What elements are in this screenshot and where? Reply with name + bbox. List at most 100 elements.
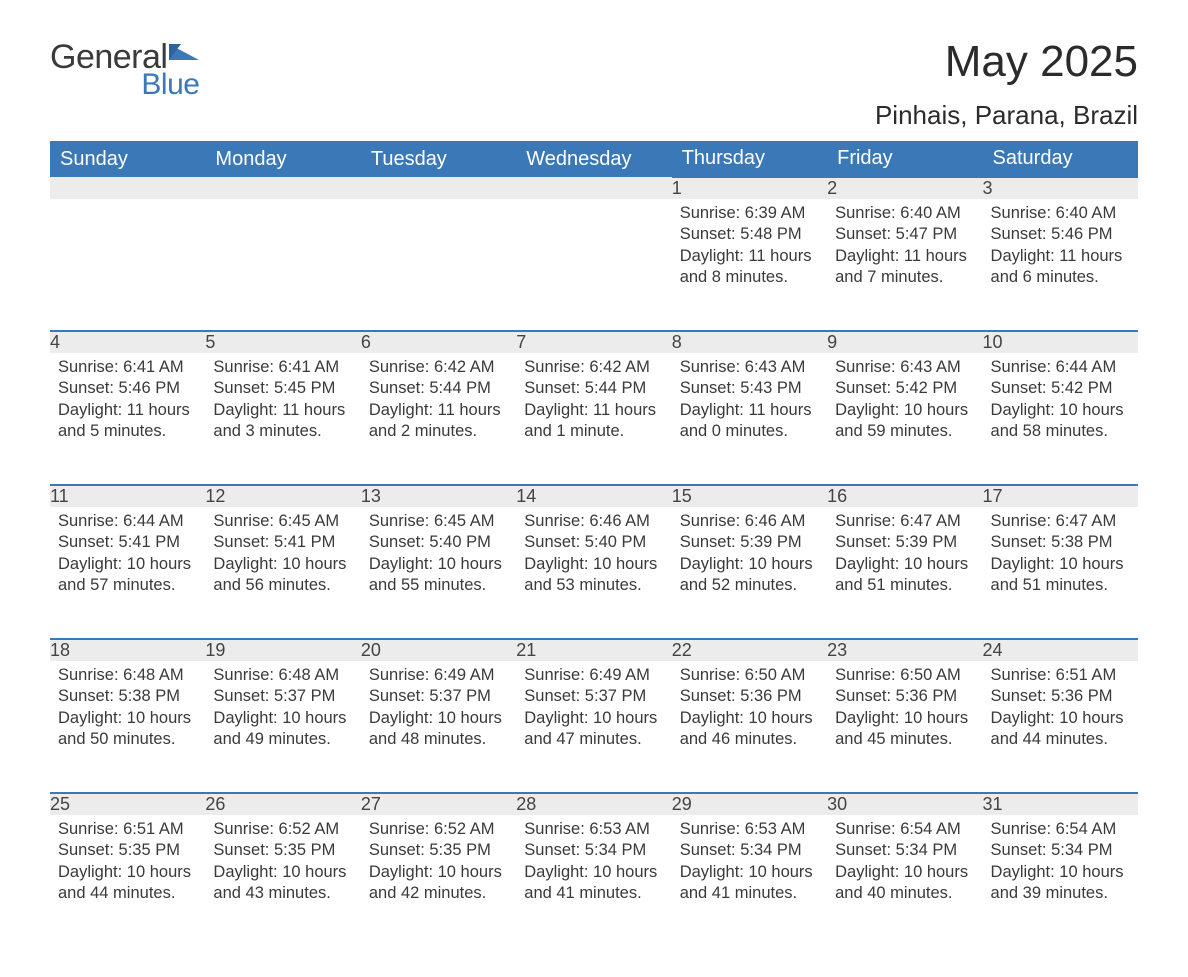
day-content: Sunrise: 6:54 AMSunset: 5:34 PMDaylight:… xyxy=(983,815,1138,913)
day-cell: Sunrise: 6:45 AMSunset: 5:40 PMDaylight:… xyxy=(361,507,516,639)
day-cell: Sunrise: 6:53 AMSunset: 5:34 PMDaylight:… xyxy=(672,815,827,947)
day-number: 19 xyxy=(205,639,360,661)
day-cell: Sunrise: 6:49 AMSunset: 5:37 PMDaylight:… xyxy=(516,661,671,793)
day-cell: Sunrise: 6:44 AMSunset: 5:41 PMDaylight:… xyxy=(50,507,205,639)
empty-cell xyxy=(50,177,205,199)
day-content: Sunrise: 6:50 AMSunset: 5:36 PMDaylight:… xyxy=(672,661,827,759)
day-number: 30 xyxy=(827,793,982,815)
day-number: 13 xyxy=(361,485,516,507)
day-content: Sunrise: 6:51 AMSunset: 5:35 PMDaylight:… xyxy=(50,815,205,913)
day-cell: Sunrise: 6:47 AMSunset: 5:39 PMDaylight:… xyxy=(827,507,982,639)
empty-cell xyxy=(361,199,516,331)
day-cell: Sunrise: 6:45 AMSunset: 5:41 PMDaylight:… xyxy=(205,507,360,639)
day-content: Sunrise: 6:40 AMSunset: 5:46 PMDaylight:… xyxy=(983,199,1138,297)
day-cell: Sunrise: 6:51 AMSunset: 5:36 PMDaylight:… xyxy=(983,661,1138,793)
day-cell: Sunrise: 6:40 AMSunset: 5:46 PMDaylight:… xyxy=(983,199,1138,331)
day-content-row: Sunrise: 6:48 AMSunset: 5:38 PMDaylight:… xyxy=(50,661,1138,793)
day-content: Sunrise: 6:50 AMSunset: 5:36 PMDaylight:… xyxy=(827,661,982,759)
day-content: Sunrise: 6:52 AMSunset: 5:35 PMDaylight:… xyxy=(361,815,516,913)
day-cell: Sunrise: 6:42 AMSunset: 5:44 PMDaylight:… xyxy=(361,353,516,485)
day-number-row: 25262728293031 xyxy=(50,793,1138,815)
day-number: 9 xyxy=(827,331,982,353)
day-number-row: 123 xyxy=(50,177,1138,199)
day-number: 16 xyxy=(827,485,982,507)
day-number: 5 xyxy=(205,331,360,353)
day-number: 22 xyxy=(672,639,827,661)
title-block: May 2025 Pinhais, Parana, Brazil xyxy=(875,40,1138,131)
day-cell: Sunrise: 6:48 AMSunset: 5:37 PMDaylight:… xyxy=(205,661,360,793)
day-content: Sunrise: 6:54 AMSunset: 5:34 PMDaylight:… xyxy=(827,815,982,913)
day-number: 7 xyxy=(516,331,671,353)
weekday-header: Tuesday xyxy=(361,141,516,177)
empty-cell xyxy=(205,199,360,331)
day-content: Sunrise: 6:46 AMSunset: 5:39 PMDaylight:… xyxy=(672,507,827,605)
day-content: Sunrise: 6:49 AMSunset: 5:37 PMDaylight:… xyxy=(516,661,671,759)
day-cell: Sunrise: 6:49 AMSunset: 5:37 PMDaylight:… xyxy=(361,661,516,793)
day-number: 18 xyxy=(50,639,205,661)
header: General Blue May 2025 Pinhais, Parana, B… xyxy=(50,40,1138,131)
day-number: 21 xyxy=(516,639,671,661)
day-content: Sunrise: 6:41 AMSunset: 5:45 PMDaylight:… xyxy=(205,353,360,451)
day-content: Sunrise: 6:40 AMSunset: 5:47 PMDaylight:… xyxy=(827,199,982,297)
calendar-head: Sunday Monday Tuesday Wednesday Thursday… xyxy=(50,141,1138,177)
day-cell: Sunrise: 6:50 AMSunset: 5:36 PMDaylight:… xyxy=(827,661,982,793)
weekday-header: Sunday xyxy=(50,141,205,177)
day-content: Sunrise: 6:39 AMSunset: 5:48 PMDaylight:… xyxy=(672,199,827,297)
day-number: 15 xyxy=(672,485,827,507)
day-number: 20 xyxy=(361,639,516,661)
day-cell: Sunrise: 6:54 AMSunset: 5:34 PMDaylight:… xyxy=(983,815,1138,947)
brand-logo: General Blue xyxy=(50,40,199,100)
day-number: 14 xyxy=(516,485,671,507)
weekday-header: Friday xyxy=(827,141,982,177)
day-content: Sunrise: 6:41 AMSunset: 5:46 PMDaylight:… xyxy=(50,353,205,451)
day-content: Sunrise: 6:45 AMSunset: 5:40 PMDaylight:… xyxy=(361,507,516,605)
day-number: 1 xyxy=(672,177,827,199)
weekday-header: Saturday xyxy=(983,141,1138,177)
day-number-row: 11121314151617 xyxy=(50,485,1138,507)
day-number: 29 xyxy=(672,793,827,815)
day-cell: Sunrise: 6:46 AMSunset: 5:39 PMDaylight:… xyxy=(672,507,827,639)
month-title: May 2025 xyxy=(875,40,1138,84)
day-cell: Sunrise: 6:41 AMSunset: 5:46 PMDaylight:… xyxy=(50,353,205,485)
day-cell: Sunrise: 6:42 AMSunset: 5:44 PMDaylight:… xyxy=(516,353,671,485)
day-content: Sunrise: 6:44 AMSunset: 5:42 PMDaylight:… xyxy=(983,353,1138,451)
day-cell: Sunrise: 6:43 AMSunset: 5:42 PMDaylight:… xyxy=(827,353,982,485)
day-number: 27 xyxy=(361,793,516,815)
day-cell: Sunrise: 6:44 AMSunset: 5:42 PMDaylight:… xyxy=(983,353,1138,485)
day-content: Sunrise: 6:47 AMSunset: 5:39 PMDaylight:… xyxy=(827,507,982,605)
weekday-row: Sunday Monday Tuesday Wednesday Thursday… xyxy=(50,141,1138,177)
day-number-row: 18192021222324 xyxy=(50,639,1138,661)
day-number: 23 xyxy=(827,639,982,661)
day-cell: Sunrise: 6:52 AMSunset: 5:35 PMDaylight:… xyxy=(205,815,360,947)
day-content: Sunrise: 6:48 AMSunset: 5:38 PMDaylight:… xyxy=(50,661,205,759)
day-number: 3 xyxy=(983,177,1138,199)
day-content: Sunrise: 6:53 AMSunset: 5:34 PMDaylight:… xyxy=(672,815,827,913)
day-number: 10 xyxy=(983,331,1138,353)
page: General Blue May 2025 Pinhais, Parana, B… xyxy=(0,0,1188,977)
day-number: 6 xyxy=(361,331,516,353)
day-content-row: Sunrise: 6:51 AMSunset: 5:35 PMDaylight:… xyxy=(50,815,1138,947)
day-content-row: Sunrise: 6:41 AMSunset: 5:46 PMDaylight:… xyxy=(50,353,1138,485)
day-cell: Sunrise: 6:41 AMSunset: 5:45 PMDaylight:… xyxy=(205,353,360,485)
day-content-row: Sunrise: 6:39 AMSunset: 5:48 PMDaylight:… xyxy=(50,199,1138,331)
day-content: Sunrise: 6:43 AMSunset: 5:43 PMDaylight:… xyxy=(672,353,827,451)
day-cell: Sunrise: 6:47 AMSunset: 5:38 PMDaylight:… xyxy=(983,507,1138,639)
day-content: Sunrise: 6:51 AMSunset: 5:36 PMDaylight:… xyxy=(983,661,1138,759)
day-content: Sunrise: 6:48 AMSunset: 5:37 PMDaylight:… xyxy=(205,661,360,759)
calendar-body: 123Sunrise: 6:39 AMSunset: 5:48 PMDaylig… xyxy=(50,177,1138,947)
empty-cell xyxy=(205,177,360,199)
day-number: 24 xyxy=(983,639,1138,661)
day-cell: Sunrise: 6:40 AMSunset: 5:47 PMDaylight:… xyxy=(827,199,982,331)
location: Pinhais, Parana, Brazil xyxy=(875,100,1138,131)
day-cell: Sunrise: 6:51 AMSunset: 5:35 PMDaylight:… xyxy=(50,815,205,947)
weekday-header: Monday xyxy=(205,141,360,177)
day-number: 17 xyxy=(983,485,1138,507)
empty-cell xyxy=(516,199,671,331)
day-number: 31 xyxy=(983,793,1138,815)
day-content: Sunrise: 6:47 AMSunset: 5:38 PMDaylight:… xyxy=(983,507,1138,605)
day-cell: Sunrise: 6:48 AMSunset: 5:38 PMDaylight:… xyxy=(50,661,205,793)
day-cell: Sunrise: 6:46 AMSunset: 5:40 PMDaylight:… xyxy=(516,507,671,639)
empty-cell xyxy=(516,177,671,199)
brand-text: General Blue xyxy=(50,40,199,100)
day-cell: Sunrise: 6:43 AMSunset: 5:43 PMDaylight:… xyxy=(672,353,827,485)
